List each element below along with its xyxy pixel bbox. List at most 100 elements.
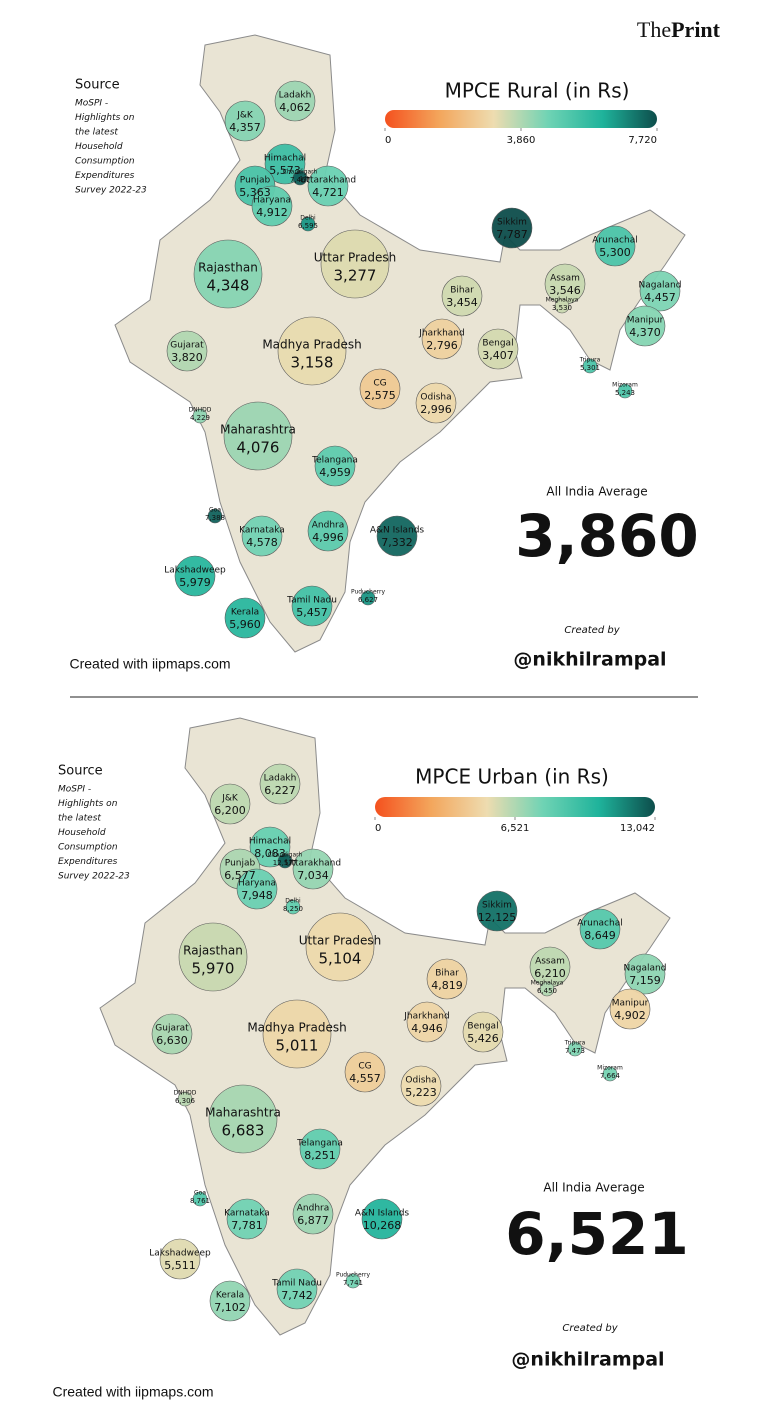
region-value: 4,370: [629, 326, 661, 339]
region-value: 8,251: [304, 1149, 336, 1162]
region-name: Chandigarh: [283, 169, 318, 176]
region: [554, 298, 570, 314]
region: [224, 100, 266, 142]
region: [259, 763, 301, 805]
region-name: DNHDD: [174, 1090, 197, 1097]
region-name: Lakshadweep: [164, 566, 226, 576]
region-value: 3,407: [482, 349, 514, 362]
region-value: 6,627: [358, 596, 378, 604]
region-value: 6,210: [534, 967, 566, 980]
region-value: 2,996: [420, 403, 452, 416]
region-value: 5,511: [164, 1259, 196, 1272]
region: [639, 270, 681, 312]
region-name: Karnataka: [239, 526, 285, 536]
source-line: Survey 2022-23: [58, 872, 130, 882]
region: [567, 1041, 583, 1057]
source-line: Expenditures: [75, 171, 135, 181]
region-value: 5,363: [239, 186, 271, 199]
legend-tick-label: 7,720: [628, 135, 657, 146]
region-name: Bihar: [435, 969, 459, 979]
region-value: 6,227: [264, 784, 296, 797]
region-name: Chandigarh: [268, 852, 303, 859]
region-value: 5,573: [269, 164, 301, 177]
average-value: 6,521: [505, 1200, 688, 1268]
region-value: 7,388: [205, 514, 225, 522]
region: [292, 1193, 334, 1235]
region-value: 10,268: [363, 1219, 402, 1232]
region-name: Bihar: [450, 286, 474, 296]
region: [476, 890, 518, 932]
region-name: Kerala: [216, 1291, 244, 1301]
region-value: 4,959: [319, 466, 351, 479]
region-name: Himachal: [249, 837, 291, 847]
region-name: Manipur: [612, 999, 649, 1009]
region: [359, 368, 401, 410]
region-name: Telangana: [296, 1139, 343, 1149]
region-value: 4,062: [279, 101, 311, 114]
region: [477, 328, 519, 370]
region: [594, 225, 636, 267]
region: [360, 590, 376, 606]
region-name: Madhya Pradesh: [262, 338, 361, 352]
region: [602, 1066, 618, 1082]
region-name: Nagaland: [624, 964, 667, 974]
region-value: 7,473: [565, 1047, 585, 1055]
region: [192, 408, 208, 424]
source-line: the latest: [75, 128, 118, 138]
region: [582, 358, 598, 374]
region-name: Tamil Nadu: [271, 1279, 322, 1289]
region: [609, 988, 651, 1030]
source-line: Consumption: [75, 157, 135, 167]
legend-title: MPCE Urban (in Rs): [415, 765, 609, 789]
region-value: 3,158: [291, 354, 334, 372]
region: [236, 868, 278, 910]
region-name: Madhya Pradesh: [247, 1021, 346, 1035]
region: [277, 853, 293, 869]
region-value: 3,454: [446, 296, 478, 309]
region-name: Sikkim: [482, 901, 512, 911]
region-name: J&K: [236, 111, 254, 121]
region-name: Jharkhand: [418, 329, 464, 339]
region-name: Tripura: [579, 357, 601, 364]
region: [462, 1011, 504, 1053]
region-name: Telangana: [311, 456, 358, 466]
region: [579, 908, 621, 950]
region-value: 6,450: [537, 987, 557, 995]
region-name: Puducherry: [351, 589, 386, 596]
region-name: Maharashtra: [220, 423, 296, 437]
region: [207, 508, 223, 524]
region: [426, 958, 468, 1000]
region-name: Rajasthan: [198, 261, 258, 275]
region-value: 4,902: [614, 1009, 646, 1022]
region: [151, 1013, 193, 1055]
source-line: Survey 2022-23: [75, 186, 147, 196]
region: [223, 401, 293, 471]
average-title: All India Average: [546, 485, 647, 499]
region-value: 4,076: [237, 439, 280, 457]
region: [307, 510, 349, 552]
region-name: Odisha: [420, 393, 451, 403]
region: [292, 848, 334, 890]
region: [376, 515, 418, 557]
region-name: Uttarakhand: [285, 859, 341, 869]
region-name: Punjab: [225, 859, 256, 869]
region-name: Haryana: [238, 879, 276, 889]
source-line: Household: [75, 142, 123, 152]
region-value: 4,457: [644, 291, 676, 304]
region-name: Rajasthan: [183, 944, 243, 958]
region: [400, 1065, 442, 1107]
source-line: the latest: [58, 814, 101, 824]
region-name: Ladakh: [264, 774, 297, 784]
legend-tick-label: 13,042: [620, 823, 655, 834]
region-name: Uttar Pradesh: [299, 934, 381, 948]
region-value: 4,996: [312, 531, 344, 544]
region-name: Goa: [209, 507, 221, 514]
region-value: 2,796: [426, 339, 458, 352]
region-name: A&N Islands: [370, 526, 425, 536]
region-value: 4,229: [190, 414, 210, 422]
region: [251, 185, 293, 227]
region-name: J&K: [221, 794, 239, 804]
region-value: 7,034: [297, 869, 329, 882]
